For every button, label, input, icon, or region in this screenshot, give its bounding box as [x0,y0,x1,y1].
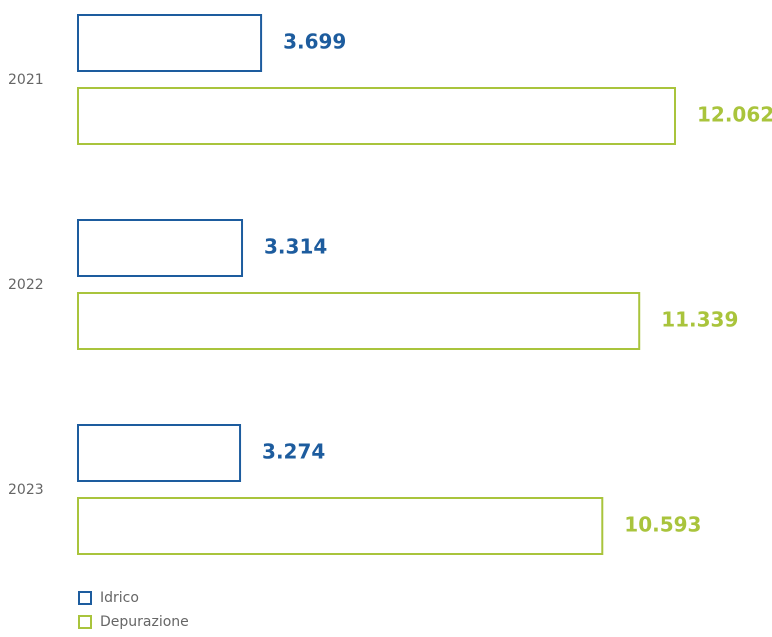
value-label: 12.062 [697,103,772,127]
value-label: 10.593 [624,513,701,537]
legend-swatch [78,591,92,605]
legend-label: Idrico [100,590,139,606]
bar [77,14,263,72]
value-label: 3.274 [262,440,325,464]
value-label: 3.699 [283,30,346,54]
bar [77,497,604,555]
category-label: 2023 [8,482,44,498]
legend-swatch [78,615,92,629]
category-label: 2021 [8,72,44,88]
category-label: 2022 [8,277,44,293]
bar [77,219,244,277]
value-label: 3.314 [264,235,327,259]
bar [77,87,676,145]
legend-label: Depurazione [100,614,189,630]
bar [77,424,242,482]
bar [77,292,641,350]
value-label: 11.339 [661,308,738,332]
